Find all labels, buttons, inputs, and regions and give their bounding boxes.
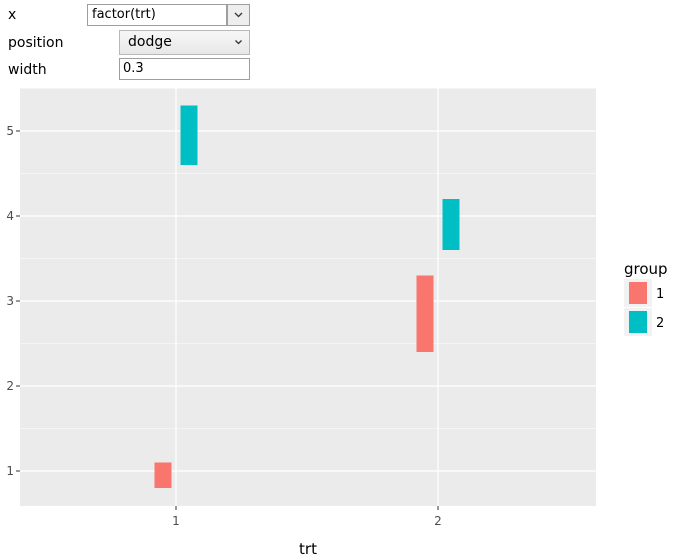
range-bar-group-1 [154,462,172,488]
range-bar-group-1 [416,275,434,352]
chevron-down-icon [234,12,243,18]
width-label: width [8,62,47,78]
range-bar-group-2 [442,199,460,250]
x-label: x [8,7,17,23]
legend-entry-label: 2 [656,316,664,331]
y-tick-label: 1 [6,464,14,478]
position-select[interactable]: dodge [119,30,250,55]
legend-title: group [624,260,668,278]
width-input[interactable]: 0.3 [119,58,250,80]
position-select-value: dodge [128,34,172,50]
legend-key-swatch [629,282,647,304]
y-tick-label: 5 [6,124,14,138]
x-tick-label: 2 [434,514,442,528]
y-tick-label: 4 [6,209,14,223]
range-bar-group-2 [180,105,198,165]
plot-panel [20,88,596,506]
chevron-down-icon [235,40,242,45]
position-label: position [8,35,64,51]
x-dropdown-button[interactable] [227,4,250,26]
y-tick-label: 2 [6,379,14,393]
x-axis-title: trt [299,540,317,558]
x-tick-label: 1 [172,514,180,528]
legend-entry-label: 1 [656,287,664,302]
y-tick-label: 3 [6,294,14,308]
legend-key-swatch [629,311,647,333]
x-combobox[interactable]: factor(trt) [87,4,227,26]
